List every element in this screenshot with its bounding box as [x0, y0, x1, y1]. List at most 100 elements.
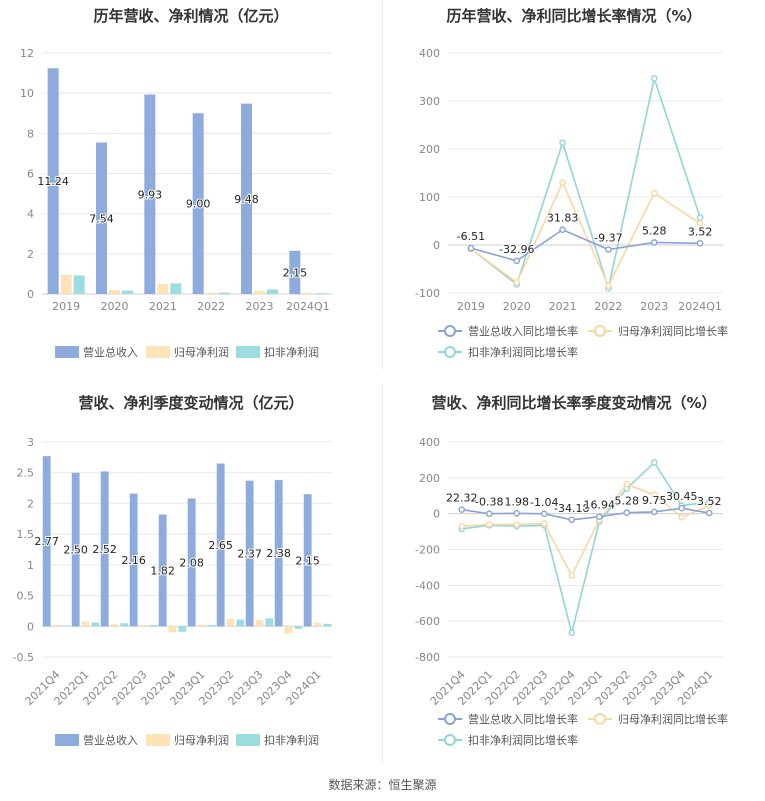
- y-tick-label: 4: [27, 208, 34, 221]
- data-point: [595, 513, 603, 521]
- data-label: 2.16: [121, 554, 146, 567]
- data-label: 3.52: [688, 225, 713, 238]
- y-tick-label: 0: [27, 288, 34, 301]
- bar: [226, 618, 235, 627]
- y-tick-label: -100: [415, 287, 440, 300]
- bar: [178, 626, 187, 632]
- quarter-growth-panel: 营收、净利同比增长率季度变动情况（%） -800 -600 -400 -200 0 200…: [383, 385, 765, 765]
- y-tick-label: 0: [433, 239, 440, 252]
- quarter-bar-chart: -0.5 0 0.5 1 1.5 2 2.5 3 2.77 2.50 2.52 2.16 1.82 2.0…: [13, 436, 332, 747]
- annual-bar-panel: 历年营收、净利情况（亿元） 0 2 4 6 8 10 12 11.24 7.54 9.93 9.00…: [0, 0, 382, 370]
- y-tick-label: 100: [419, 191, 440, 204]
- data-label: 11.24: [37, 175, 69, 188]
- data-point: [568, 516, 576, 524]
- data-source: 数据来源：恒生聚源: [328, 778, 437, 792]
- x-tick-label: 2024Q1: [678, 300, 722, 313]
- data-point: [678, 504, 686, 512]
- bar: [96, 142, 107, 294]
- data-label: 2.38: [266, 547, 291, 560]
- bar: [207, 625, 216, 627]
- x-tick-label: 2024Q1: [286, 300, 330, 313]
- bar: [81, 621, 90, 627]
- bar: [91, 622, 100, 627]
- data-label: 7.54: [89, 212, 114, 225]
- bar: [302, 292, 314, 294]
- bar: [323, 623, 332, 627]
- bar: [168, 626, 177, 633]
- data-point: [568, 572, 576, 579]
- legend-marker: [594, 713, 606, 725]
- y-tick-label: 12: [20, 47, 34, 60]
- legend-marker: [444, 713, 456, 725]
- series-line: [461, 507, 710, 521]
- data-label: 2.08: [179, 556, 204, 569]
- y-tick-label: 2: [27, 497, 34, 510]
- legend-swatch: [55, 346, 79, 358]
- y-tick-label: 200: [419, 143, 440, 156]
- data-point: [458, 506, 466, 513]
- data-point: [696, 220, 704, 227]
- y-tick-label: 2.5: [17, 467, 35, 480]
- legend-marker: [444, 346, 456, 358]
- data-point: [650, 239, 658, 246]
- bar: [110, 623, 119, 627]
- chart-title: 营收、净利季度变动情况（亿元）: [78, 394, 304, 412]
- data-point: [513, 521, 521, 528]
- y-tick-label: 10: [20, 87, 34, 100]
- x-tick-label: 2022: [594, 300, 622, 313]
- data-label: -0.38: [475, 496, 503, 509]
- y-tick-label: 400: [419, 47, 440, 60]
- legend-marker: [594, 325, 606, 337]
- y-tick-label: 1.5: [17, 528, 35, 541]
- series-line: [470, 75, 701, 292]
- legend-label: 营业总收入: [83, 345, 138, 359]
- data-point: [650, 508, 658, 516]
- data-label: 2.77: [34, 535, 59, 548]
- data-point: [623, 480, 631, 488]
- data-label: 22.32: [446, 492, 478, 505]
- data-label: 1.98: [505, 495, 530, 508]
- data-label: 2.52: [92, 543, 117, 556]
- data-point: [485, 521, 493, 528]
- data-label: 9.48: [234, 193, 259, 206]
- bar: [187, 498, 196, 627]
- legend-label: 扣非净利润: [264, 733, 319, 747]
- data-label: 30.45: [666, 490, 698, 503]
- bar: [236, 619, 245, 627]
- bar: [216, 463, 225, 627]
- data-label: 1.82: [150, 564, 175, 577]
- x-tick-label: 2021: [149, 300, 177, 313]
- x-tick-label: 2019: [52, 300, 80, 313]
- data-label: -9.37: [594, 231, 622, 244]
- data-label: 9.00: [186, 198, 211, 211]
- bar: [192, 113, 204, 294]
- data-point: [650, 75, 658, 82]
- bar: [218, 292, 230, 294]
- bar: [139, 625, 148, 627]
- data-point: [513, 510, 521, 517]
- bar: [100, 471, 109, 627]
- bar: [149, 625, 158, 627]
- bar: [315, 293, 327, 294]
- bar: [73, 275, 85, 294]
- data-label: -32.96: [499, 243, 534, 256]
- annual-bar-chart: 0 2 4 6 8 10 12 11.24 7.54 9.93 9.00 9.48 2.15 2019 20…: [20, 47, 332, 359]
- data-label: 2.15: [283, 266, 308, 279]
- legend-swatch: [146, 734, 170, 746]
- bar: [109, 289, 120, 294]
- data-label: 2.65: [208, 539, 233, 552]
- data-point: [559, 139, 566, 147]
- data-point: [513, 279, 521, 286]
- bar: [255, 620, 264, 627]
- x-tick-label: 2019: [457, 300, 485, 313]
- data-label: 31.83: [547, 212, 579, 225]
- data-label: 5.28: [615, 495, 640, 508]
- quarter-bar-panel: 营收、净利季度变动情况（亿元） -0.5 0 0.5 1 1.5 2 2.5 3 2.77 2.5…: [0, 385, 382, 765]
- data-point: [696, 214, 704, 221]
- y-tick-label: 0.5: [17, 590, 35, 603]
- data-point: [559, 179, 566, 186]
- data-label: -34.18: [554, 502, 589, 515]
- bar: [254, 290, 265, 294]
- data-point: [705, 509, 713, 517]
- legend-label: 营业总收入同比增长率: [468, 324, 578, 338]
